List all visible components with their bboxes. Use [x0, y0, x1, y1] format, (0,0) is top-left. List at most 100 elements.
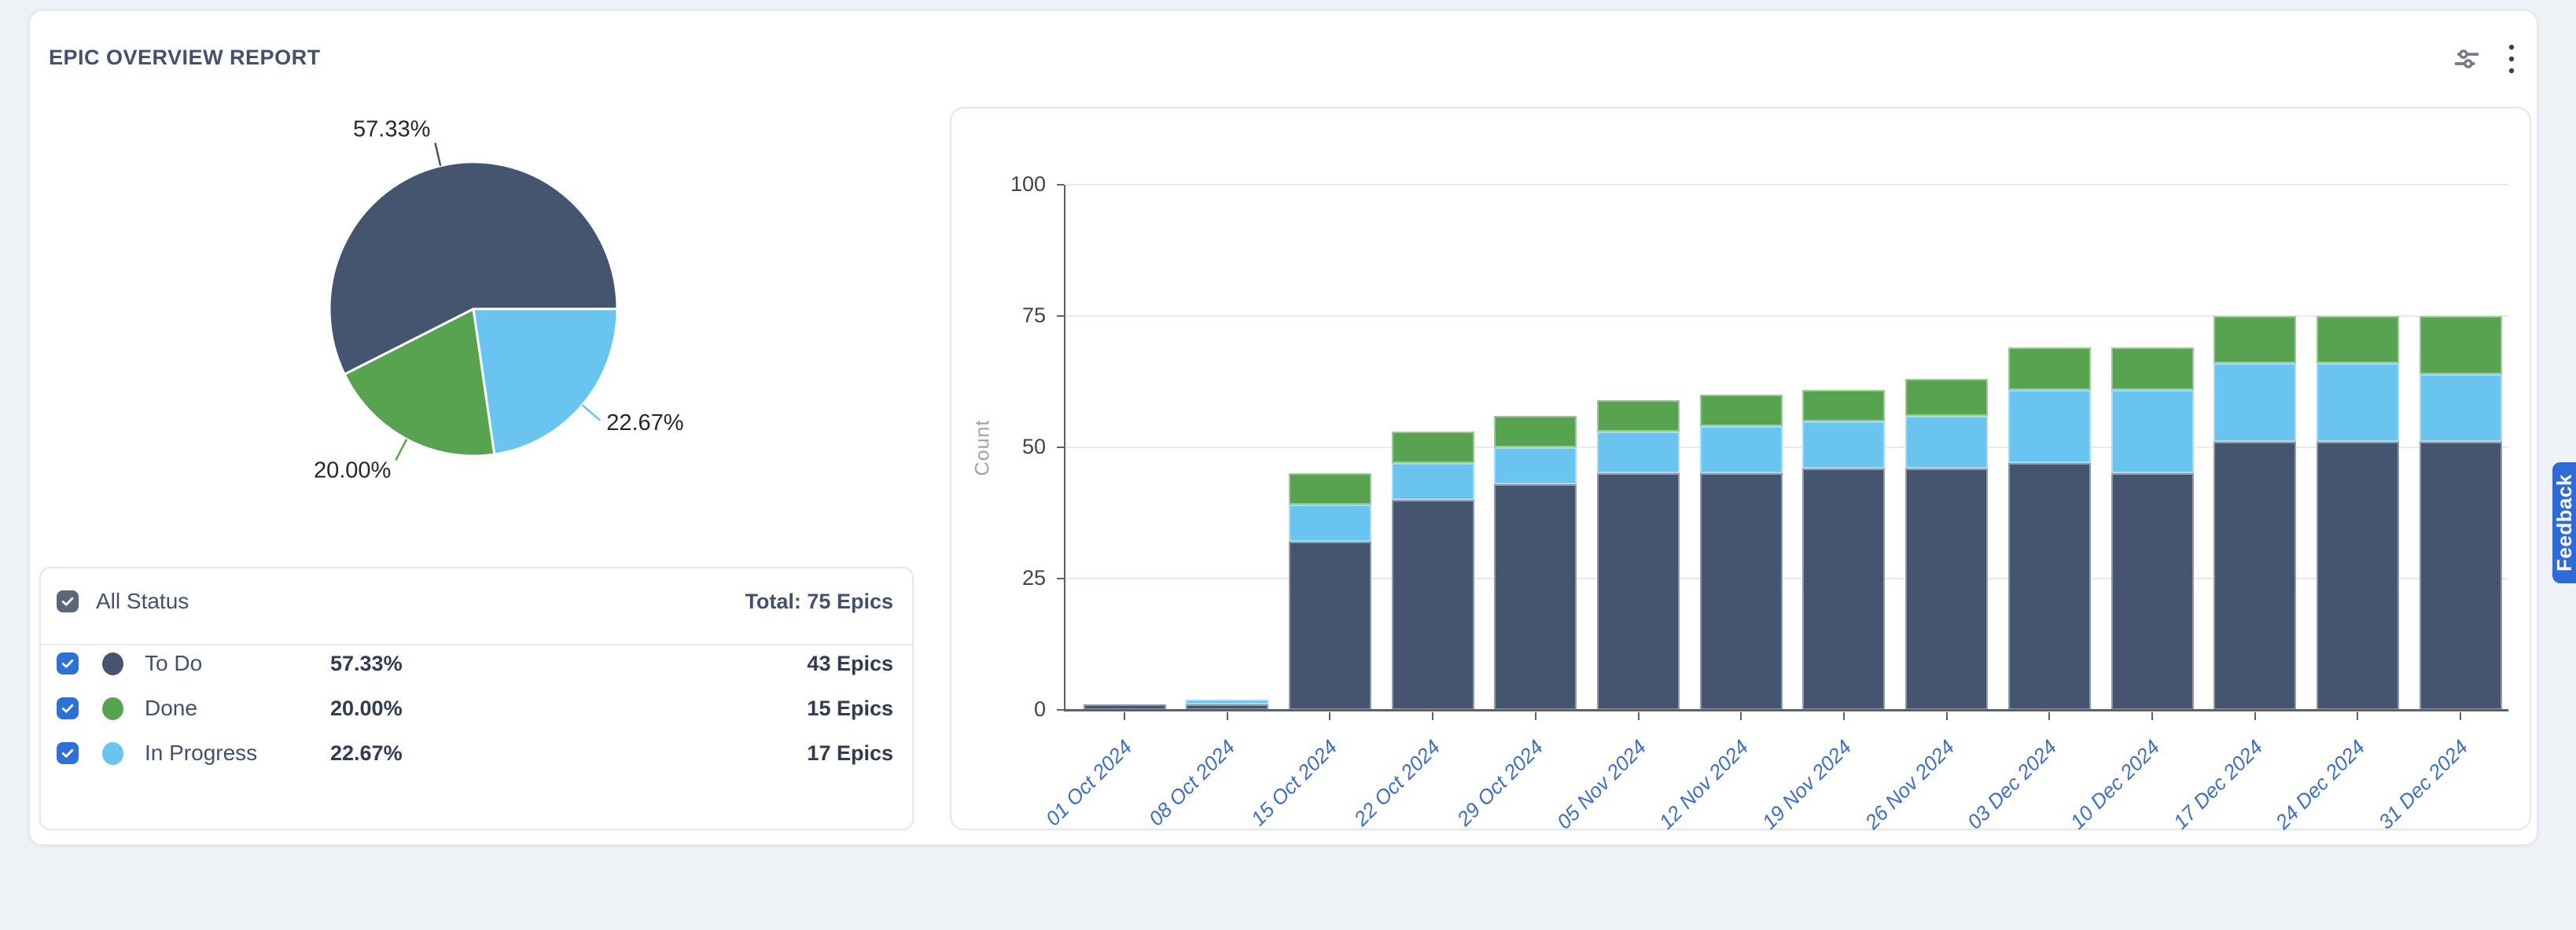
y-tick-label-100: 100	[967, 172, 1046, 197]
bar-segment-to-do[interactable]	[1392, 500, 1474, 710]
bar-15-oct-2024	[1289, 473, 1371, 710]
in-progress-color-dot	[102, 742, 123, 765]
to-do-label: To Do	[145, 651, 202, 676]
y-tick-50	[1057, 447, 1064, 448]
header-actions	[2452, 42, 2518, 75]
bar-segment-to-do[interactable]	[1494, 484, 1577, 710]
to-do-percent: 57.33%	[330, 652, 403, 676]
y-axis-line	[1064, 185, 1065, 711]
x-tick-05-nov-2024	[1638, 712, 1639, 720]
bar-05-nov-2024	[1597, 400, 1680, 710]
all-status-checkbox[interactable]	[57, 590, 79, 612]
bar-segment-done[interactable]	[2214, 316, 2296, 363]
bar-segment-in-progress[interactable]	[2420, 374, 2502, 443]
x-tick-29-oct-2024	[1535, 712, 1536, 720]
to-do-checkbox[interactable]	[57, 652, 79, 675]
x-tick-24-dec-2024	[2357, 712, 2358, 720]
done-checkbox[interactable]	[57, 697, 79, 719]
bar-segment-in-progress[interactable]	[1392, 463, 1474, 500]
bar-segment-done[interactable]	[2008, 347, 2091, 389]
bar-segment-done[interactable]	[1289, 473, 1371, 505]
bar-segment-in-progress[interactable]	[2111, 390, 2194, 474]
bar-segment-to-do[interactable]	[2214, 442, 2296, 710]
bar-segment-to-do[interactable]	[1289, 542, 1371, 710]
y-tick-75	[1057, 315, 1064, 317]
bar-segment-done[interactable]	[1700, 395, 1783, 426]
legend-row-in-progress[interactable]: In Progress 22.67% 17 Epics	[41, 732, 912, 774]
bar-segment-done[interactable]	[1494, 416, 1577, 447]
bar-segment-in-progress[interactable]	[1700, 426, 1783, 473]
bar-08-oct-2024	[1186, 700, 1268, 710]
bar-segment-in-progress[interactable]	[1802, 421, 1885, 469]
to-do-count: 43 Epics	[807, 652, 893, 676]
kebab-menu-icon[interactable]	[2505, 42, 2518, 75]
x-label-15-oct-2024: 15 Oct 2024	[1147, 735, 1342, 930]
bar-segment-done[interactable]	[1802, 390, 1885, 421]
x-label-10-dec-2024: 10 Dec 2024	[1970, 735, 2165, 930]
x-tick-10-dec-2024	[2151, 712, 2153, 720]
x-tick-15-oct-2024	[1329, 712, 1330, 720]
feedback-button[interactable]: Feedback	[2552, 462, 2576, 583]
bar-segment-in-progress[interactable]	[1494, 447, 1577, 484]
bar-segment-to-do[interactable]	[2420, 442, 2502, 710]
x-label-19-nov-2024: 19 Nov 2024	[1662, 735, 1857, 930]
bar-segment-to-do[interactable]	[2317, 442, 2399, 710]
x-label-12-nov-2024: 12 Nov 2024	[1558, 735, 1754, 930]
status-legend-card: All Status Total: 75 Epics To Do 57.33% …	[39, 567, 914, 830]
bar-31-dec-2024	[2420, 316, 2502, 710]
in-progress-label: In Progress	[145, 741, 257, 766]
bar-segment-in-progress[interactable]	[1186, 700, 1268, 705]
legend-row-to-do[interactable]: To Do 57.33% 43 Epics	[41, 642, 912, 685]
x-tick-31-dec-2024	[2460, 712, 2461, 720]
bar-segment-in-progress[interactable]	[2317, 363, 2399, 442]
x-label-24-dec-2024: 24 Dec 2024	[2175, 735, 2370, 930]
bar-26-nov-2024	[1905, 379, 1988, 710]
x-label-17-dec-2024: 17 Dec 2024	[2072, 735, 2267, 930]
bar-segment-to-do[interactable]	[1597, 473, 1680, 710]
bar-segment-done[interactable]	[2420, 316, 2502, 374]
in-progress-percent: 22.67%	[330, 741, 403, 766]
bar-segment-in-progress[interactable]	[1289, 505, 1371, 542]
page-title: EPIC OVERVIEW REPORT	[49, 46, 321, 70]
x-tick-26-nov-2024	[1946, 712, 1948, 720]
bar-17-dec-2024	[2214, 316, 2296, 710]
x-label-05-nov-2024: 05 Nov 2024	[1455, 735, 1650, 930]
bar-segment-in-progress[interactable]	[1905, 416, 1988, 469]
pie-label-to-do: 57.33%	[353, 117, 430, 142]
in-progress-checkbox[interactable]	[57, 742, 79, 764]
bar-segment-to-do[interactable]	[1802, 469, 1885, 710]
x-tick-17-dec-2024	[2254, 712, 2256, 720]
x-label-29-oct-2024: 29 Oct 2024	[1353, 735, 1548, 930]
x-tick-12-nov-2024	[1740, 712, 1742, 720]
filter-sliders-icon[interactable]	[2452, 44, 2482, 74]
x-tick-03-dec-2024	[2048, 712, 2050, 720]
bar-segment-to-do[interactable]	[2111, 473, 2194, 710]
y-tick-label-0: 0	[967, 697, 1046, 722]
bar-segment-to-do[interactable]	[1700, 473, 1783, 710]
bar-segment-done[interactable]	[2317, 316, 2399, 363]
y-tick-100	[1057, 184, 1064, 186]
x-tick-01-oct-2024	[1124, 712, 1125, 720]
bar-segment-done[interactable]	[1905, 379, 1988, 416]
pie-label-line-in-progress	[583, 405, 601, 421]
bar-10-dec-2024	[2111, 347, 2194, 710]
legend-row-done[interactable]: Done 20.00% 15 Epics	[41, 687, 912, 730]
bar-segment-done[interactable]	[1597, 400, 1680, 432]
bar-segment-to-do[interactable]	[2008, 463, 2091, 710]
bar-segment-done[interactable]	[1392, 432, 1474, 463]
bar-29-oct-2024	[1494, 416, 1577, 710]
bar-segment-in-progress[interactable]	[2008, 390, 2091, 464]
bar-segment-in-progress[interactable]	[2214, 363, 2296, 442]
pie-slice-in-progress[interactable]	[473, 309, 617, 454]
x-label-31-dec-2024: 31 Dec 2024	[2278, 735, 2473, 930]
bar-segment-in-progress[interactable]	[1597, 432, 1680, 473]
to-do-color-dot	[102, 652, 123, 675]
y-tick-label-75: 75	[967, 303, 1046, 328]
done-percent: 20.00%	[330, 697, 403, 721]
x-tick-19-nov-2024	[1843, 712, 1845, 720]
bar-segment-to-do[interactable]	[1905, 469, 1988, 710]
legend-header: All Status Total: 75 Epics	[41, 583, 912, 620]
x-label-01-oct-2024: 01 Oct 2024	[942, 735, 1137, 930]
bar-segment-done[interactable]	[2111, 347, 2194, 389]
